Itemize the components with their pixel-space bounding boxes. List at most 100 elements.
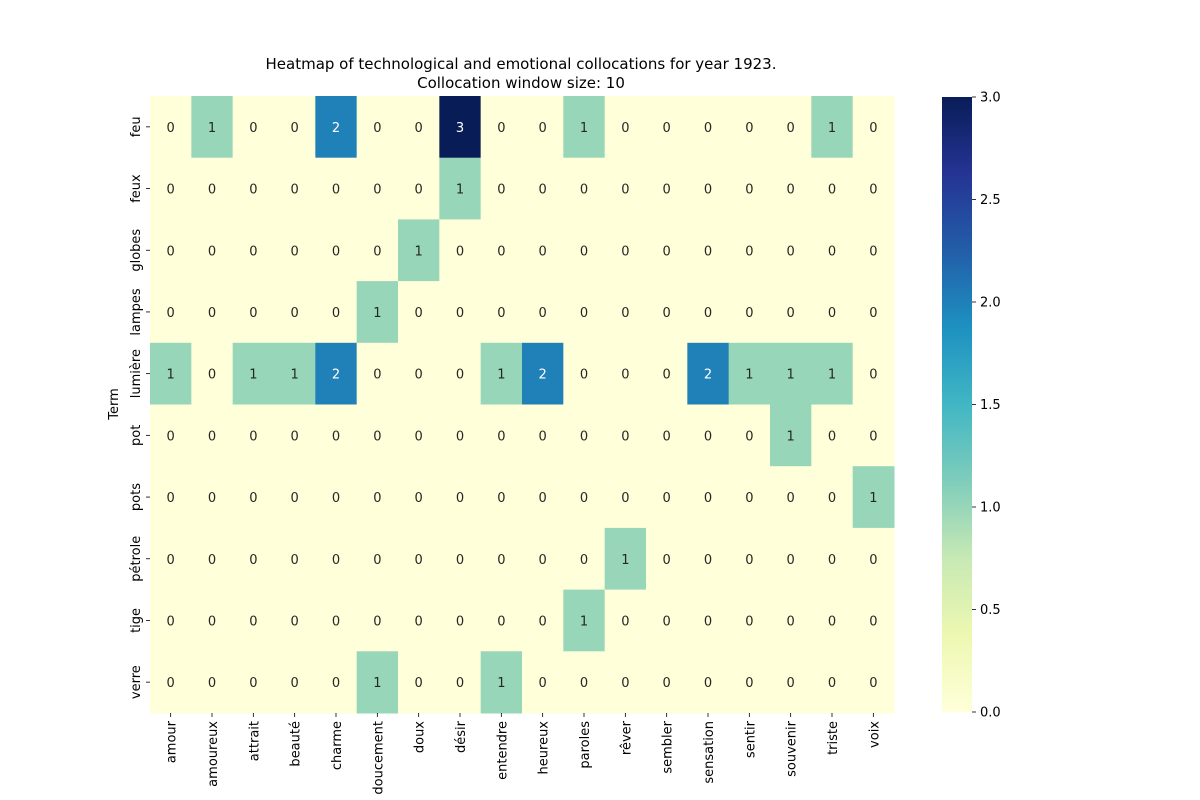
cell-value-label: 0 <box>497 244 505 259</box>
heatmap-cell <box>274 651 316 714</box>
heatmap-cell <box>232 589 275 652</box>
x-tick-label: charme <box>330 721 345 770</box>
cell-value-label: 0 <box>332 306 340 321</box>
x-axis-ticks: amour amoureux attrait beauté charme doucemen… <box>165 713 882 795</box>
cell-value-label: 0 <box>580 553 588 568</box>
heatmap-cell <box>315 281 358 344</box>
cell-value-label: 0 <box>828 183 836 198</box>
heatmap-cell <box>770 342 812 405</box>
y-tick-label: feu <box>129 116 144 137</box>
cell-value-label: 0 <box>787 121 795 136</box>
cell-value-label: 0 <box>539 553 547 568</box>
cell-value-label: 0 <box>539 306 547 321</box>
y-tick-label: pots <box>129 483 144 511</box>
heatmap-cell <box>770 589 812 652</box>
heatmap-cell <box>315 157 358 220</box>
cell-value-label: 0 <box>497 553 505 568</box>
heatmap-cell <box>439 157 482 220</box>
cell-value-label: 0 <box>580 306 588 321</box>
cell-value-label: 0 <box>580 183 588 198</box>
heatmap-cell <box>604 157 647 220</box>
heatmap-cell <box>439 651 482 714</box>
heatmap-cell <box>274 466 316 529</box>
cell-value-label: 0 <box>456 244 464 259</box>
heatmap-cell <box>563 157 606 220</box>
cell-value-label: 0 <box>828 491 836 506</box>
cell-value-label: 0 <box>167 553 175 568</box>
cell-value-label: 1 <box>828 368 836 383</box>
y-axis-ticks: feu feux globes lampes lumière pot pots pétrole… <box>129 116 150 699</box>
cell-value-label: 0 <box>415 491 423 506</box>
heatmap-cell <box>811 96 854 159</box>
cell-value-label: 0 <box>787 614 795 629</box>
cell-value-label: 0 <box>456 676 464 691</box>
cell-value-label: 0 <box>167 491 175 506</box>
cell-value-label: 0 <box>828 676 836 691</box>
cell-value-label: 0 <box>249 121 257 136</box>
cell-value-label: 3 <box>456 121 464 136</box>
cell-value-label: 0 <box>373 121 381 136</box>
cell-value-label: 0 <box>663 676 671 691</box>
heatmap-cell <box>398 651 440 714</box>
cell-value-label: 1 <box>456 183 464 198</box>
cell-value-label: 0 <box>539 676 547 691</box>
cell-value-label: 0 <box>167 614 175 629</box>
heatmap-cell <box>646 96 688 159</box>
heatmap-cell <box>604 466 647 529</box>
cell-value-label: 0 <box>663 429 671 444</box>
cell-value-label: 0 <box>869 429 877 444</box>
y-tick-label: pot <box>129 425 144 446</box>
heatmap-cell <box>315 96 358 159</box>
colorbar-tick-label: 0.0 <box>980 706 1001 721</box>
heatmap-cell <box>398 96 440 159</box>
cell-value-label: 0 <box>167 244 175 259</box>
heatmap-cell <box>274 157 316 220</box>
cell-value-label: 1 <box>373 306 381 321</box>
heatmap-cell <box>770 466 812 529</box>
heatmap-cell <box>274 527 316 591</box>
colorbar-tick-label: 0.5 <box>980 603 1001 618</box>
cell-value-label: 0 <box>828 429 836 444</box>
cell-value-label: 1 <box>745 368 753 383</box>
cell-value-label: 0 <box>704 121 712 136</box>
cell-value-label: 0 <box>745 306 753 321</box>
cell-value-label: 0 <box>291 306 299 321</box>
cell-value-label: 0 <box>249 614 257 629</box>
colorbar-tick-label: 1.0 <box>980 501 1001 516</box>
heatmap-cell <box>480 589 523 652</box>
cell-value-label: 0 <box>787 491 795 506</box>
heatmap-cell <box>770 404 812 467</box>
heatmap-cell <box>522 96 564 159</box>
heatmap-cell <box>522 342 564 405</box>
cell-value-label: 0 <box>415 614 423 629</box>
heatmap-cell <box>687 281 730 344</box>
heatmap-cell <box>398 466 440 529</box>
heatmap-cell <box>356 404 399 467</box>
cell-value-label: 0 <box>539 183 547 198</box>
heatmap-cell <box>687 219 730 282</box>
heatmap-cell <box>852 157 895 220</box>
cell-value-label: 1 <box>497 368 505 383</box>
cell-value-label: 1 <box>787 429 795 444</box>
heatmap-cell <box>687 96 730 159</box>
cell-value-label: 0 <box>291 676 299 691</box>
cell-value-label: 0 <box>373 429 381 444</box>
cell-value-label: 0 <box>208 676 216 691</box>
heatmap-cell <box>274 342 316 405</box>
heatmap-cell <box>687 651 730 714</box>
heatmap-cell <box>646 404 688 467</box>
cell-value-label: 1 <box>828 121 836 136</box>
heatmap-cell <box>150 651 192 714</box>
heatmap-cell <box>480 281 523 344</box>
heatmap-cell <box>356 96 399 159</box>
colorbar-tick-label: 2.0 <box>980 296 1001 311</box>
heatmap-cell <box>563 342 606 405</box>
y-tick-label: lampes <box>129 288 144 335</box>
heatmap-cell <box>480 527 523 591</box>
cell-value-label: 0 <box>249 183 257 198</box>
heatmap-cell <box>191 342 234 405</box>
heatmap-cell <box>604 527 647 591</box>
cell-value-label: 0 <box>580 429 588 444</box>
x-tick-label: sentir <box>743 720 758 758</box>
